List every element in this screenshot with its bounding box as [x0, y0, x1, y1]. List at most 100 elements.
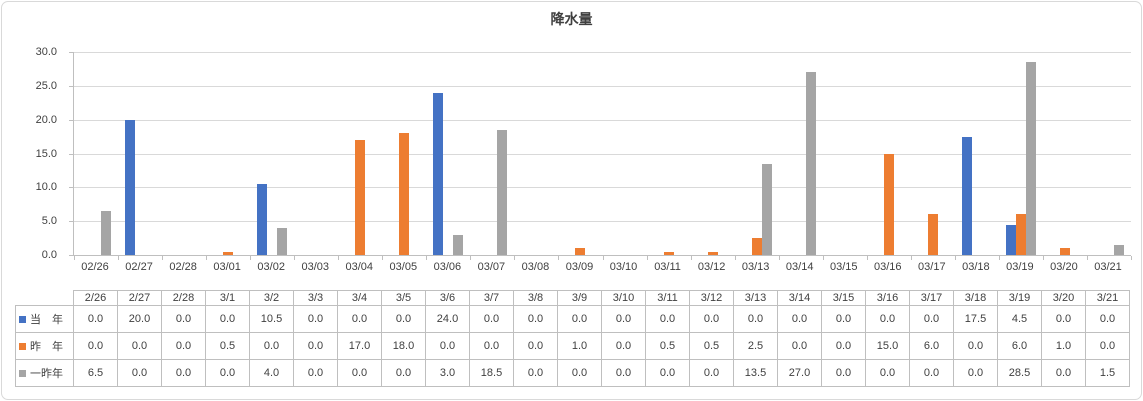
legend-cell-last-year: 昨 年	[15, 332, 74, 360]
table-value-cell: 0.0	[909, 305, 954, 333]
y-axis-tick-label: 20.0	[35, 113, 57, 126]
table-date-header: 3/10	[601, 290, 646, 306]
x-axis-tick-label: 02/28	[169, 261, 197, 273]
x-axis-tick-label: 03/09	[565, 261, 594, 273]
table-value-cell: 0.0	[161, 332, 206, 360]
table-value-cell: 0.0	[689, 305, 734, 333]
bar-last-year-03/17	[927, 214, 938, 255]
table-value-cell: 0.0	[821, 332, 866, 360]
table-value-cell: 2.5	[733, 332, 778, 360]
table-value-cell: 18.5	[469, 359, 514, 387]
x-axis-tick-label: 02/27	[125, 261, 153, 273]
table-value-cell: 0.0	[601, 305, 646, 333]
table-value-cell: 0.0	[425, 332, 470, 360]
y-axis-tick-label: 5.0	[41, 215, 57, 228]
table-header-row: 2/26 2/27 2/28 3/1 3/2 3/3 3/4 3/5 3/6 3/7 3/8 3/9 3…	[16, 290, 1130, 306]
x-axis-tick-label: 03/13	[741, 261, 770, 273]
table-value-cell: 0.0	[645, 305, 690, 333]
table-value-cell: 0.0	[469, 332, 514, 360]
x-axis-tick-label: 03/11	[654, 261, 681, 273]
table-value-cell: 6.5	[73, 359, 118, 387]
table-value-cell: 0.0	[557, 305, 602, 333]
table-corner-cell	[16, 291, 74, 306]
table-value-cell: 0.0	[293, 332, 338, 360]
x-axis-tick	[250, 256, 252, 260]
table-value-cell: 0.5	[645, 332, 690, 360]
legend-key-icon	[19, 343, 26, 350]
x-axis-tick	[1042, 256, 1044, 260]
x-axis-tick	[998, 256, 1000, 260]
bar-current-year-03/02	[257, 183, 268, 255]
table-value-cell: 0.0	[601, 359, 646, 387]
table-value-cell: 18.0	[381, 332, 426, 360]
y-axis-tick-label: 10.0	[35, 181, 57, 194]
x-axis-tick-label: 03/17	[918, 261, 946, 273]
bar-two-years-ago-02/26	[101, 211, 112, 255]
table-value-cell: 10.5	[249, 305, 294, 333]
table-value-cell: 0.0	[469, 305, 514, 333]
x-axis-tick-label: 03/02	[257, 261, 285, 273]
x-axis-tick	[206, 256, 208, 260]
chart-title: 降水量	[550, 11, 593, 27]
table-date-header: 3/14	[777, 290, 822, 306]
table-value-cell: 20.0	[117, 305, 162, 333]
y-axis-tick-label: 25.0	[35, 79, 57, 92]
x-axis-tick	[866, 256, 868, 260]
table-date-header: 3/7	[469, 290, 514, 306]
table-value-cell: 6.0	[909, 332, 954, 360]
table-value-cell: 0.0	[205, 359, 250, 387]
table-date-header: 3/4	[337, 290, 382, 306]
bar-last-year-03/09	[575, 248, 586, 255]
table-value-cell: 0.0	[117, 332, 162, 360]
table-date-header: 3/3	[293, 290, 338, 306]
bar-last-year-03/16	[883, 153, 894, 255]
bar-last-year-03/13	[751, 238, 762, 255]
table-value-cell: 0.0	[865, 359, 910, 387]
table-value-cell: 0.0	[73, 305, 118, 333]
table-value-cell: 0.0	[117, 359, 162, 387]
bar-current-year-03/19	[1005, 224, 1016, 255]
table-value-cell: 0.0	[205, 305, 250, 333]
y-axis-tick	[69, 85, 74, 87]
bar-last-year-03/19	[1015, 214, 1026, 255]
table-date-header: 3/16	[865, 290, 910, 306]
table-value-cell: 0.0	[821, 359, 866, 387]
x-axis-tick-label: 03/18	[962, 261, 990, 273]
table-value-cell: 0.0	[161, 359, 206, 387]
bar-last-year-03/11	[663, 251, 674, 255]
gridline	[74, 187, 1131, 189]
table-value-cell: 0.0	[293, 305, 338, 333]
x-axis-tick-label: 03/07	[477, 261, 506, 273]
table-value-cell: 1.0	[557, 332, 602, 360]
table-value-cell: 0.0	[821, 305, 866, 333]
table-value-cell: 0.0	[689, 359, 734, 387]
x-axis-tick	[426, 256, 428, 260]
x-axis-tick-label: 03/01	[213, 261, 241, 273]
x-axis-tick	[690, 256, 692, 260]
x-axis-tick	[1086, 256, 1088, 260]
gridline	[74, 221, 1131, 223]
table-date-header: 3/12	[689, 290, 734, 306]
x-axis-tick-label: 03/19	[1006, 261, 1034, 273]
x-axis-tick	[382, 256, 384, 260]
legend-key-icon	[19, 370, 26, 377]
bar-two-years-ago-03/02	[277, 227, 288, 255]
bar-two-years-ago-03/06	[453, 234, 464, 255]
y-axis-tick	[69, 187, 74, 189]
table-date-header: 3/5	[381, 290, 426, 306]
table-value-cell: 4.0	[249, 359, 294, 387]
x-axis-tick	[822, 256, 824, 260]
table-date-header: 3/19	[997, 290, 1042, 306]
table-value-cell: 1.5	[1085, 359, 1130, 387]
table-value-cell: 0.0	[513, 359, 558, 387]
bar-last-year-03/05	[399, 133, 410, 255]
bar-current-year-03/06	[433, 92, 444, 255]
table-value-cell: 1.0	[1041, 332, 1086, 360]
x-axis-tick	[734, 256, 736, 260]
table-date-header: 3/11	[645, 290, 690, 306]
x-axis-tick-label: 03/14	[785, 261, 814, 273]
table-value-cell: 24.0	[425, 305, 470, 333]
table-value-cell: 0.5	[689, 332, 734, 360]
x-axis-tick-label: 03/04	[345, 261, 374, 273]
